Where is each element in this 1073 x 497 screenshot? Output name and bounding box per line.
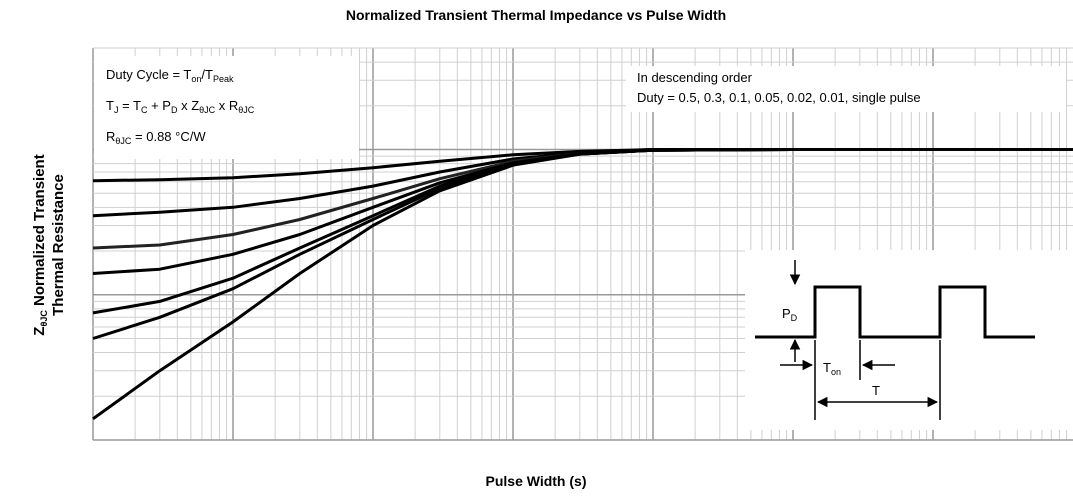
legend-text: Duty = 0.5, 0.3, 0.1, 0.05, 0.02, 0.01, … bbox=[637, 90, 921, 105]
chart-title: Normalized Transient Thermal Impedance v… bbox=[346, 7, 726, 23]
legend-box bbox=[626, 66, 1066, 112]
text-segment: Z bbox=[31, 327, 48, 336]
text-segment: + P bbox=[147, 98, 171, 113]
inset-label: T bbox=[872, 383, 880, 398]
annotation: TJ = TC + PD x ZθJC x RθJC bbox=[106, 98, 255, 115]
y-axis-label-line: Thermal Resistance bbox=[50, 174, 67, 316]
x-axis-label: Pulse Width (s) bbox=[486, 473, 587, 489]
y-axis-label: ZθJC Normalized Transient Thermal Resista… bbox=[31, 154, 67, 335]
text-segment: = 0.88 °C/W bbox=[131, 129, 206, 144]
subscript: J bbox=[114, 105, 119, 115]
waveform bbox=[755, 285, 1035, 339]
subscript: on bbox=[191, 74, 201, 84]
annotation: Duty Cycle = Ton/TPeak bbox=[106, 67, 234, 84]
subscript: θJC bbox=[39, 310, 49, 327]
subscript: C bbox=[141, 105, 148, 115]
subscript: θJC bbox=[199, 105, 216, 115]
legend-text: In descending order bbox=[637, 70, 753, 85]
annotation: RθJC = 0.88 °C/W bbox=[106, 129, 206, 146]
subscript: θJC bbox=[115, 136, 132, 146]
text-segment: /T bbox=[201, 67, 213, 82]
y-axis-label-line: ZθJC Normalized Transient bbox=[31, 154, 49, 335]
text-segment: R bbox=[106, 129, 115, 144]
series-line bbox=[92, 148, 1073, 218]
series-line bbox=[92, 148, 1073, 250]
text-segment: T bbox=[872, 383, 880, 398]
text-segment: Normalized Transient bbox=[31, 154, 48, 310]
inset-label: PD bbox=[782, 306, 798, 323]
subscript: on bbox=[831, 367, 841, 377]
subscript: D bbox=[791, 313, 798, 323]
inset-box bbox=[745, 250, 1073, 430]
text-segment: x Z bbox=[177, 98, 199, 113]
text-segment: T bbox=[106, 98, 114, 113]
text-segment: P bbox=[782, 306, 791, 321]
text-segment: Thermal Resistance bbox=[50, 174, 67, 316]
lines bbox=[92, 148, 1073, 421]
series-line bbox=[92, 148, 1073, 421]
text-segment: T bbox=[823, 360, 831, 375]
text-segment: = T bbox=[118, 98, 141, 113]
text-segment: x R bbox=[215, 98, 238, 113]
subscript: θJC bbox=[238, 105, 255, 115]
text-segment: Duty Cycle = T bbox=[106, 67, 191, 82]
subscript: Peak bbox=[213, 74, 234, 84]
subscript: D bbox=[171, 105, 178, 115]
annotation-box bbox=[94, 56, 359, 159]
inset-label: Ton bbox=[823, 360, 841, 377]
